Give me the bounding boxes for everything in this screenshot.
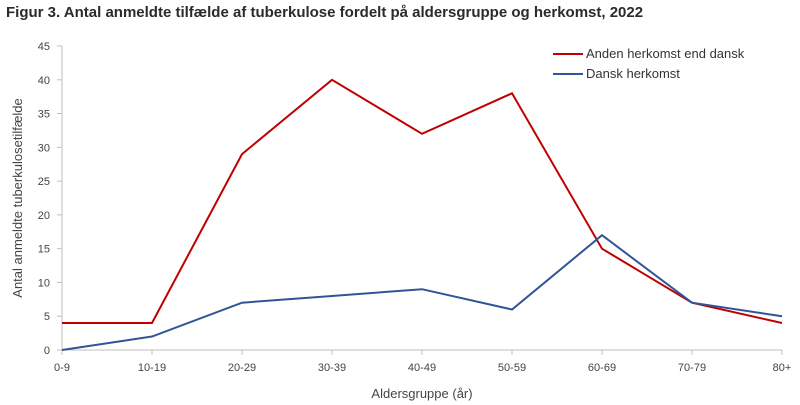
y-axis-title: Antal anmeldte tuberkulosetilfælde — [10, 98, 25, 297]
x-tick-label: 10-19 — [138, 362, 166, 374]
y-tick-label: 40 — [38, 75, 50, 87]
series-lines — [61, 78, 783, 351]
y-tick-label: 5 — [44, 311, 50, 323]
x-tick-label: 20-29 — [228, 362, 256, 374]
x-axis-title: Aldersgruppe (år) — [371, 386, 472, 401]
legend-label: Dansk herkomst — [586, 66, 680, 81]
y-tick-labels: 0 5 10 15 20 25 30 35 40 45 — [38, 41, 50, 357]
x-tick-label: 50-59 — [498, 362, 526, 374]
chart-title: Figur 3. Antal anmeldte tilfælde af tube… — [6, 4, 644, 21]
x-tick-label: 30-39 — [318, 362, 346, 374]
y-tick-label: 35 — [38, 109, 50, 121]
x-tick-label: 70-79 — [678, 362, 706, 374]
y-tick-label: 45 — [38, 41, 50, 53]
series-line-anden-herkomst — [62, 78, 783, 324]
y-tick-label: 0 — [44, 345, 50, 357]
x-tick-labels: 0-9 10-19 20-29 30-39 40-49 50-59 60-69 70-79 80… — [54, 362, 791, 374]
y-tick-label: 10 — [38, 277, 50, 289]
y-tick-label: 25 — [38, 176, 50, 188]
x-tick-label: 60-69 — [588, 362, 616, 374]
y-tick-label: 30 — [38, 142, 50, 154]
y-tick-label: 15 — [38, 244, 50, 256]
x-tick-label: 40-49 — [408, 362, 436, 374]
y-tick-label: 20 — [38, 210, 50, 222]
legend: Anden herkomst end dansk Dansk herkomst — [553, 46, 745, 81]
axes — [57, 45, 783, 355]
x-tick-label: 0-9 — [54, 362, 70, 374]
legend-label: Anden herkomst end dansk — [586, 46, 745, 61]
x-tick-label: 80+ — [773, 362, 792, 374]
